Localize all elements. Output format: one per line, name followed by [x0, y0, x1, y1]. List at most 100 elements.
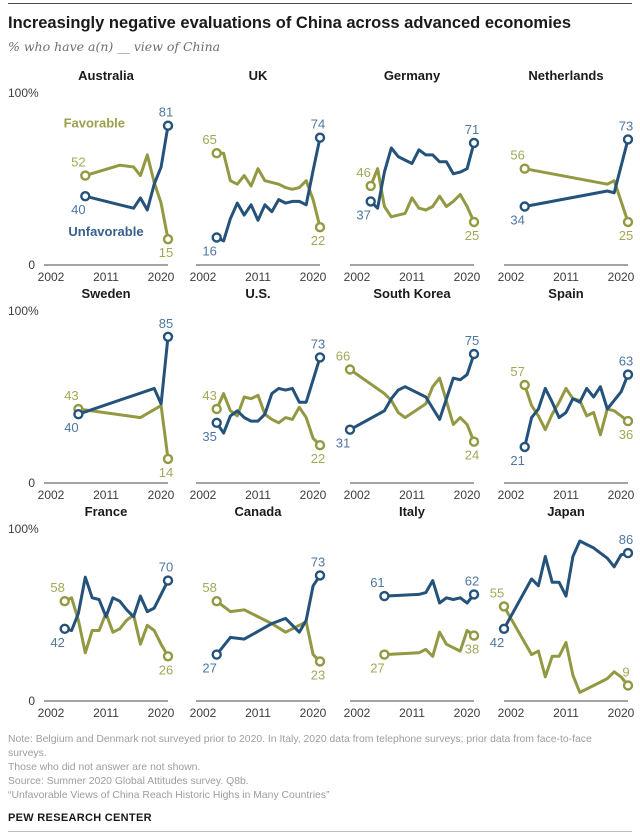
brand-wordmark: PEW RESEARCH CENTER: [8, 812, 152, 825]
x-tick-label: 2011: [553, 706, 579, 720]
x-tick-label: 2002: [344, 488, 371, 502]
unfavorable-start-value: 31: [336, 436, 350, 451]
favorable-line: [215, 599, 322, 663]
x-tick-label: 2011: [553, 270, 579, 284]
unfavorable-endpoint-marker: [622, 547, 634, 559]
x-tick-label: 2002: [38, 270, 65, 284]
favorable-line: [523, 167, 630, 224]
x-tick-label: 2020: [148, 270, 175, 284]
favorable-end-value: 25: [465, 228, 479, 243]
page-subtitle: % who have a(n) __ view of China: [8, 38, 221, 54]
favorable-end-value: 26: [159, 662, 173, 677]
unfavorable-endpoint-marker: [59, 623, 70, 634]
unfavorable-series-annotation: Unfavorable: [68, 224, 143, 239]
favorable-end-value: 24: [465, 448, 479, 463]
x-tick-label: 2020: [148, 706, 175, 720]
x-tick-label: 2002: [498, 488, 525, 502]
country-title: France: [85, 504, 128, 519]
unfavorable-start-value: 40: [71, 202, 85, 217]
unfavorable-start-value: 34: [510, 212, 524, 227]
favorable-line: [348, 367, 476, 444]
favorable-endpoint-marker: [622, 415, 634, 427]
bottom-divider: [8, 831, 632, 838]
country-title: Canada: [235, 504, 283, 519]
favorable-line: [382, 628, 476, 658]
favorable-end-value: 22: [311, 451, 325, 466]
unfavorable-endpoint-marker: [73, 408, 84, 420]
unfavorable-endpoint-marker: [379, 590, 390, 602]
unfavorable-line: [369, 141, 476, 210]
chart-germany: Germany 2002 2011 2020 46 25 37 71: [344, 68, 481, 284]
unfavorable-end-value: 71: [465, 122, 479, 137]
x-tick-label: 2011: [93, 270, 119, 284]
favorable-end-value: 36: [619, 427, 633, 442]
favorable-endpoint-marker: [498, 601, 510, 612]
report-title-line: “Unfavorable Views of China Reach Histor…: [8, 790, 330, 802]
unfavorable-line: [76, 335, 170, 416]
x-tick-label: 2020: [454, 706, 481, 720]
unfavorable-start-value: 27: [202, 661, 216, 676]
x-tick-label: 2011: [93, 488, 119, 502]
note-line-1: Note: Belgium and Denmark not surveyed p…: [8, 733, 592, 760]
country-title: Japan: [547, 504, 585, 519]
favorable-endpoint-marker: [211, 403, 222, 415]
favorable-endpoint-marker: [314, 439, 326, 451]
unfavorable-endpoint-marker: [519, 201, 530, 212]
chart-uk: UK 2002 2011 2020 65 22 16 74: [190, 68, 327, 284]
unfavorable-endpoint-marker: [622, 369, 634, 380]
unfavorable-endpoint-marker: [162, 331, 174, 342]
unfavorable-endpoint-marker: [519, 441, 530, 453]
unfavorable-endpoint-marker: [211, 649, 222, 660]
unfavorable-end-value: 75: [465, 333, 479, 348]
unfavorable-line: [215, 355, 322, 435]
favorable-line: [502, 604, 630, 694]
y-axis-bottom-label: 0: [28, 258, 35, 272]
favorable-endpoint-marker: [162, 651, 174, 662]
x-tick-label: 2011: [399, 488, 425, 502]
x-tick-label: 2020: [300, 270, 327, 284]
favorable-endpoint-marker: [162, 453, 174, 465]
favorable-endpoint-marker: [211, 147, 222, 159]
favorable-start-value: 43: [64, 388, 78, 403]
favorable-end-value: 25: [619, 228, 633, 243]
unfavorable-endpoint-marker: [498, 623, 510, 634]
country-title: UK: [249, 68, 268, 83]
favorable-start-value: 56: [510, 148, 524, 163]
y-axis-bottom-label: 0: [28, 694, 35, 708]
x-tick-label: 2020: [300, 706, 327, 720]
unfavorable-line: [382, 579, 476, 605]
unfavorable-end-value: 81: [159, 105, 173, 120]
unfavorable-start-value: 61: [370, 575, 384, 590]
favorable-endpoint-marker: [468, 630, 480, 641]
unfavorable-start-value: 40: [64, 420, 78, 435]
unfavorable-end-value: 73: [619, 118, 633, 133]
favorable-end-value: 9: [622, 664, 629, 679]
country-title: South Korea: [373, 286, 451, 301]
footnotes: Note: Belgium and Denmark not surveyed p…: [8, 733, 632, 803]
unfavorable-start-value: 37: [356, 207, 370, 222]
x-tick-label: 2002: [344, 706, 371, 720]
unfavorable-endpoint-marker: [162, 575, 174, 586]
favorable-line: [83, 153, 170, 241]
x-tick-label: 2011: [93, 706, 119, 720]
favorable-endpoint-marker: [519, 163, 530, 174]
unfavorable-endpoint-marker: [468, 137, 480, 149]
x-tick-label: 2011: [245, 488, 271, 502]
unfavorable-line: [523, 137, 630, 208]
favorable-start-value: 46: [356, 165, 370, 180]
favorable-endpoint-marker: [162, 233, 174, 245]
unfavorable-start-value: 35: [202, 429, 216, 444]
x-tick-label: 2011: [399, 706, 425, 720]
unfavorable-line: [523, 373, 630, 449]
country-title: Australia: [78, 68, 134, 83]
unfavorable-line: [348, 352, 476, 432]
favorable-start-value: 55: [490, 585, 504, 600]
unfavorable-line: [63, 575, 170, 632]
source-line: Source: Summer 2020 Global Attitudes sur…: [8, 776, 249, 788]
chart-japan: Japan 2002 2011 2020 55 9 42 86: [490, 504, 635, 720]
x-tick-label: 2002: [498, 706, 525, 720]
favorable-endpoint-marker: [622, 216, 634, 228]
unfavorable-endpoint-marker: [468, 348, 480, 360]
unfavorable-end-value: 73: [311, 554, 325, 569]
